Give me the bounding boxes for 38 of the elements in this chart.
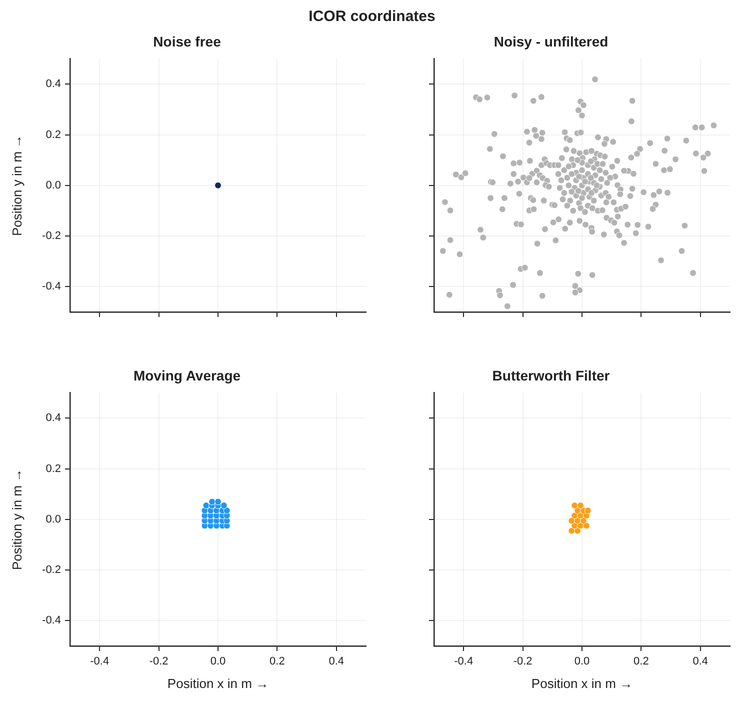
x-tick-label: -0.2 <box>149 656 168 668</box>
point <box>223 507 230 514</box>
chart-title: Noise free <box>153 33 222 50</box>
point <box>220 502 228 509</box>
y-tick-label: -0.2 <box>42 230 61 242</box>
point <box>571 502 578 509</box>
x-tick-label: 0.0 <box>574 656 590 668</box>
x-tick-label: -0.4 <box>90 656 110 668</box>
chart-title: Noisy - unfiltered <box>494 33 608 50</box>
x-tick-label: 0.4 <box>692 656 708 668</box>
x-tick-label: 0.0 <box>210 656 226 668</box>
x-axis-title: Position x in m → <box>531 676 633 691</box>
chart-title: Moving Average <box>133 367 241 384</box>
chart-title: Butterworth Filter <box>492 367 610 384</box>
y-tick-label: -0.2 <box>42 564 61 576</box>
y-tick-label: -0.4 <box>42 614 61 627</box>
y-tick-label: 0.4 <box>46 412 61 424</box>
x-axis-title: Position x in m → <box>167 676 269 691</box>
y-tick-label: 0.0 <box>46 513 61 526</box>
y-axis-title: Position y in m → <box>9 468 24 570</box>
point <box>208 498 216 506</box>
x-tick-label: 0.2 <box>634 656 649 668</box>
x-tick-label: -0.4 <box>454 656 474 668</box>
x-tick-label: 0.2 <box>270 656 285 668</box>
point <box>202 502 210 509</box>
y-tick-label: 0.0 <box>46 179 61 192</box>
point <box>582 522 590 530</box>
point <box>584 507 592 514</box>
y-tick-label: -0.4 <box>42 280 61 293</box>
y-tick-label: 0.4 <box>46 78 61 90</box>
text: ICOR coordinates <box>308 8 436 27</box>
point <box>577 502 584 509</box>
y-axis-title: Position y in m → <box>9 134 24 236</box>
y-tick-label: 0.2 <box>46 128 61 141</box>
y-tick-label: 0.2 <box>46 462 61 475</box>
x-tick-label: -0.2 <box>513 656 532 668</box>
x-tick-label: 0.4 <box>328 656 344 668</box>
point <box>214 498 222 506</box>
